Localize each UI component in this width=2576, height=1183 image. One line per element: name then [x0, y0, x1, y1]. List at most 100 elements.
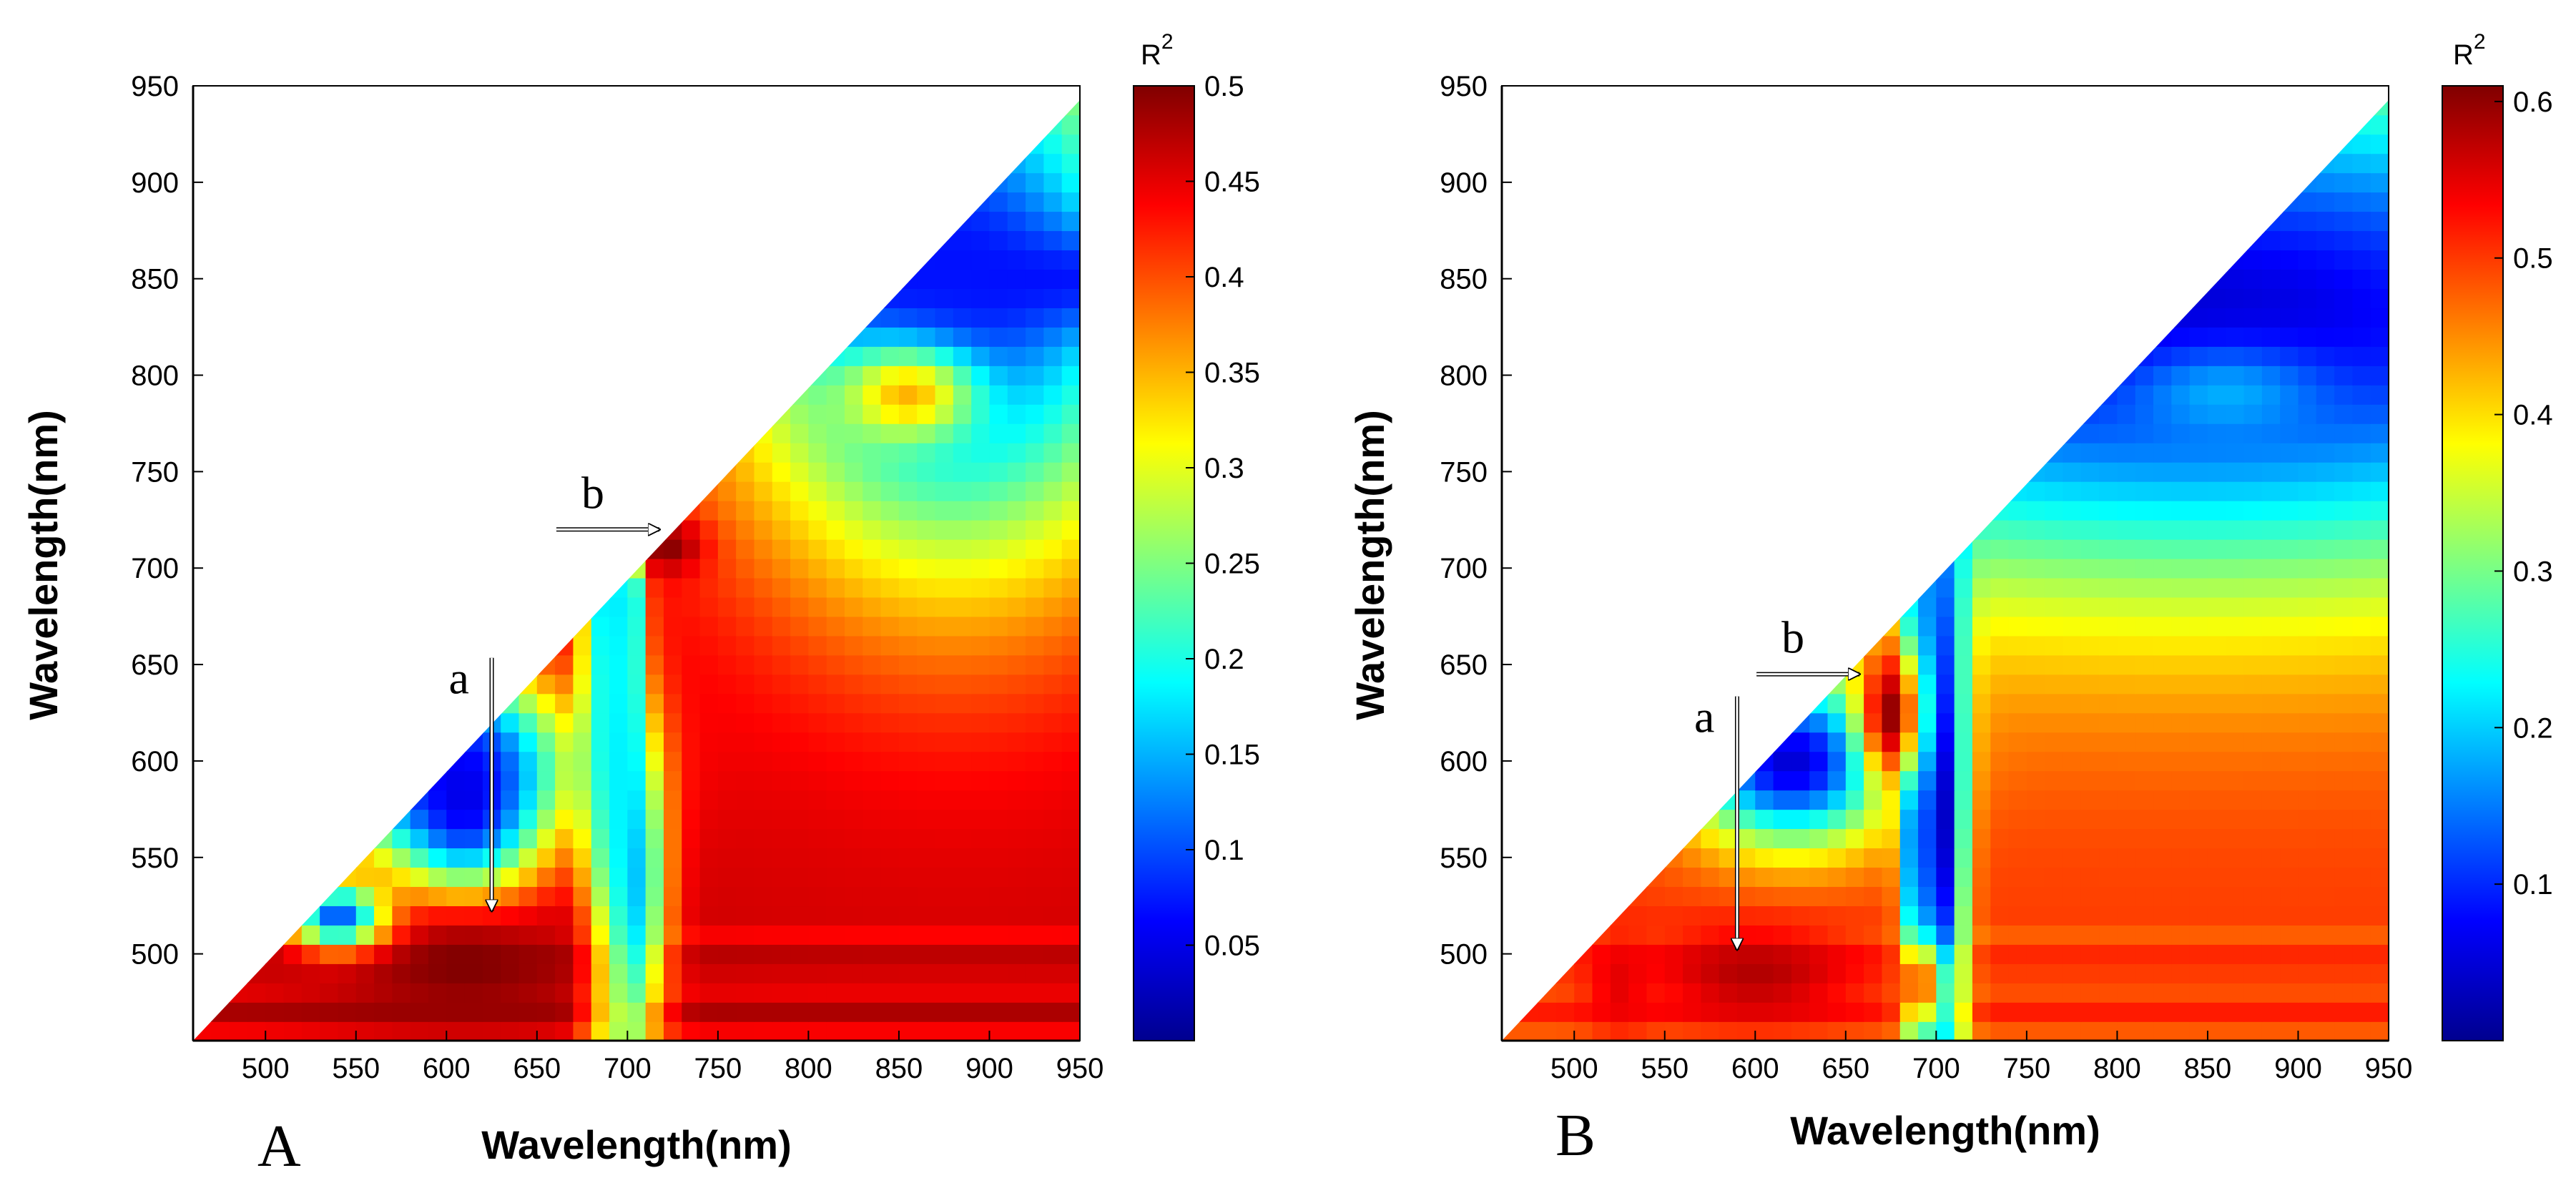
heatmap-cell [1555, 1002, 1575, 1022]
heatmap-cell [1061, 867, 1080, 888]
heatmap-cell [428, 751, 448, 772]
heatmap-cell [609, 963, 629, 983]
heatmap-cell [2370, 674, 2389, 694]
heatmap-cell [1026, 346, 1045, 366]
heatmap-cell [880, 635, 900, 656]
heatmap-cell [1990, 597, 2010, 617]
heatmap-cell [1864, 944, 1883, 964]
heatmap-cell [808, 905, 827, 926]
heatmap-cell [573, 983, 592, 1003]
heatmap-cell [1882, 751, 1901, 772]
heatmap-cell [898, 1021, 918, 1041]
heatmap-cell [772, 809, 791, 830]
heatmap-cell [717, 905, 737, 926]
heatmap-cell [320, 905, 339, 926]
heatmap-cell [627, 1002, 647, 1022]
heatmap-cell [699, 635, 719, 656]
heatmap-cell [536, 712, 556, 733]
heatmap-cell [446, 848, 466, 868]
heatmap-cell [2063, 790, 2082, 810]
heatmap-cell [2045, 674, 2064, 694]
heatmap-cell [699, 577, 719, 598]
heatmap-cell [717, 461, 737, 482]
heatmap-cell [2008, 654, 2027, 675]
heatmap-cell [1043, 732, 1063, 752]
heatmap-cell [736, 983, 755, 1003]
heatmap-cell [935, 1002, 954, 1022]
heatmap-cell [917, 539, 936, 559]
heatmap-cell [1555, 963, 1575, 983]
heatmap-cell [573, 674, 592, 694]
heatmap-cell [2189, 944, 2208, 964]
heatmap-cell [555, 790, 574, 810]
heatmap-cell [1899, 790, 1919, 810]
heatmap-cell [2352, 461, 2371, 482]
heatmap-cell [518, 654, 538, 675]
heatmap-cell [2008, 944, 2027, 964]
heatmap-cell [2226, 693, 2245, 714]
heatmap-cell [1061, 461, 1080, 482]
heatmap-cell [898, 481, 918, 501]
heatmap-cell [573, 963, 592, 983]
heatmap-cell [2261, 886, 2281, 907]
heatmap-cell [790, 712, 810, 733]
heatmap-cell [392, 963, 411, 983]
heatmap-cell [1574, 1002, 1593, 1022]
heatmap-cell [699, 886, 719, 907]
heatmap-cell [591, 828, 610, 849]
heatmap-cell [2008, 558, 2027, 579]
heatmap-cell [1755, 905, 1774, 926]
heatmap-cell [2189, 905, 2208, 926]
heatmap-cell [1845, 867, 1864, 888]
heatmap-cell [2243, 423, 2263, 443]
heatmap-cell [2207, 250, 2227, 270]
heatmap-cell [2008, 925, 2027, 945]
heatmap-cell [2026, 616, 2045, 637]
heatmap-cell [2153, 751, 2173, 772]
heatmap-cell [790, 577, 810, 598]
heatmap-cell [845, 558, 864, 579]
heatmap-cell [374, 886, 393, 907]
heatmap-cell [1990, 693, 2010, 714]
heatmap-cell [1007, 597, 1026, 617]
heatmap-cell [790, 905, 810, 926]
heatmap-cell [265, 1002, 285, 1022]
heatmap-cell [1954, 693, 1973, 714]
heatmap-cell [2298, 848, 2317, 868]
heatmap-cell [627, 790, 647, 810]
heatmap-cell [2280, 481, 2299, 501]
heatmap-cell [2316, 809, 2335, 830]
heatmap-cell [1628, 963, 1648, 983]
heatmap-cell [1990, 539, 2010, 559]
heatmap-cell [699, 848, 719, 868]
heatmap-cell [862, 693, 882, 714]
heatmap-cell [953, 886, 972, 907]
heatmap-cell [808, 751, 827, 772]
heatmap-cell [682, 828, 701, 849]
heatmap-cell [717, 519, 737, 540]
heatmap-cell [717, 635, 737, 656]
heatmap-cell [1007, 269, 1026, 289]
heatmap-cell [1899, 828, 1919, 849]
heatmap-cell [663, 886, 683, 907]
heatmap-cell [627, 770, 647, 791]
heatmap-cell [2334, 790, 2354, 810]
heatmap-cell [1061, 577, 1080, 598]
heatmap-cell [1026, 790, 1045, 810]
heatmap-cell [1936, 905, 1955, 926]
heatmap-cell [2080, 867, 2100, 888]
heatmap-cell [2334, 577, 2354, 598]
heatmap-cell [845, 905, 864, 926]
heatmap-cell [338, 886, 357, 907]
heatmap-cell [1773, 809, 1792, 830]
heatmap-cell [555, 693, 574, 714]
heatmap-cell [501, 983, 520, 1003]
heatmap-cell [717, 963, 737, 983]
heatmap-cell [2261, 365, 2281, 386]
heatmap-cell [989, 712, 1008, 733]
heatmap-cell [1007, 327, 1026, 347]
heatmap-cell [880, 616, 900, 637]
heatmap-cell [1845, 848, 1864, 868]
heatmap-cell [682, 886, 701, 907]
heatmap-cell [301, 925, 320, 945]
